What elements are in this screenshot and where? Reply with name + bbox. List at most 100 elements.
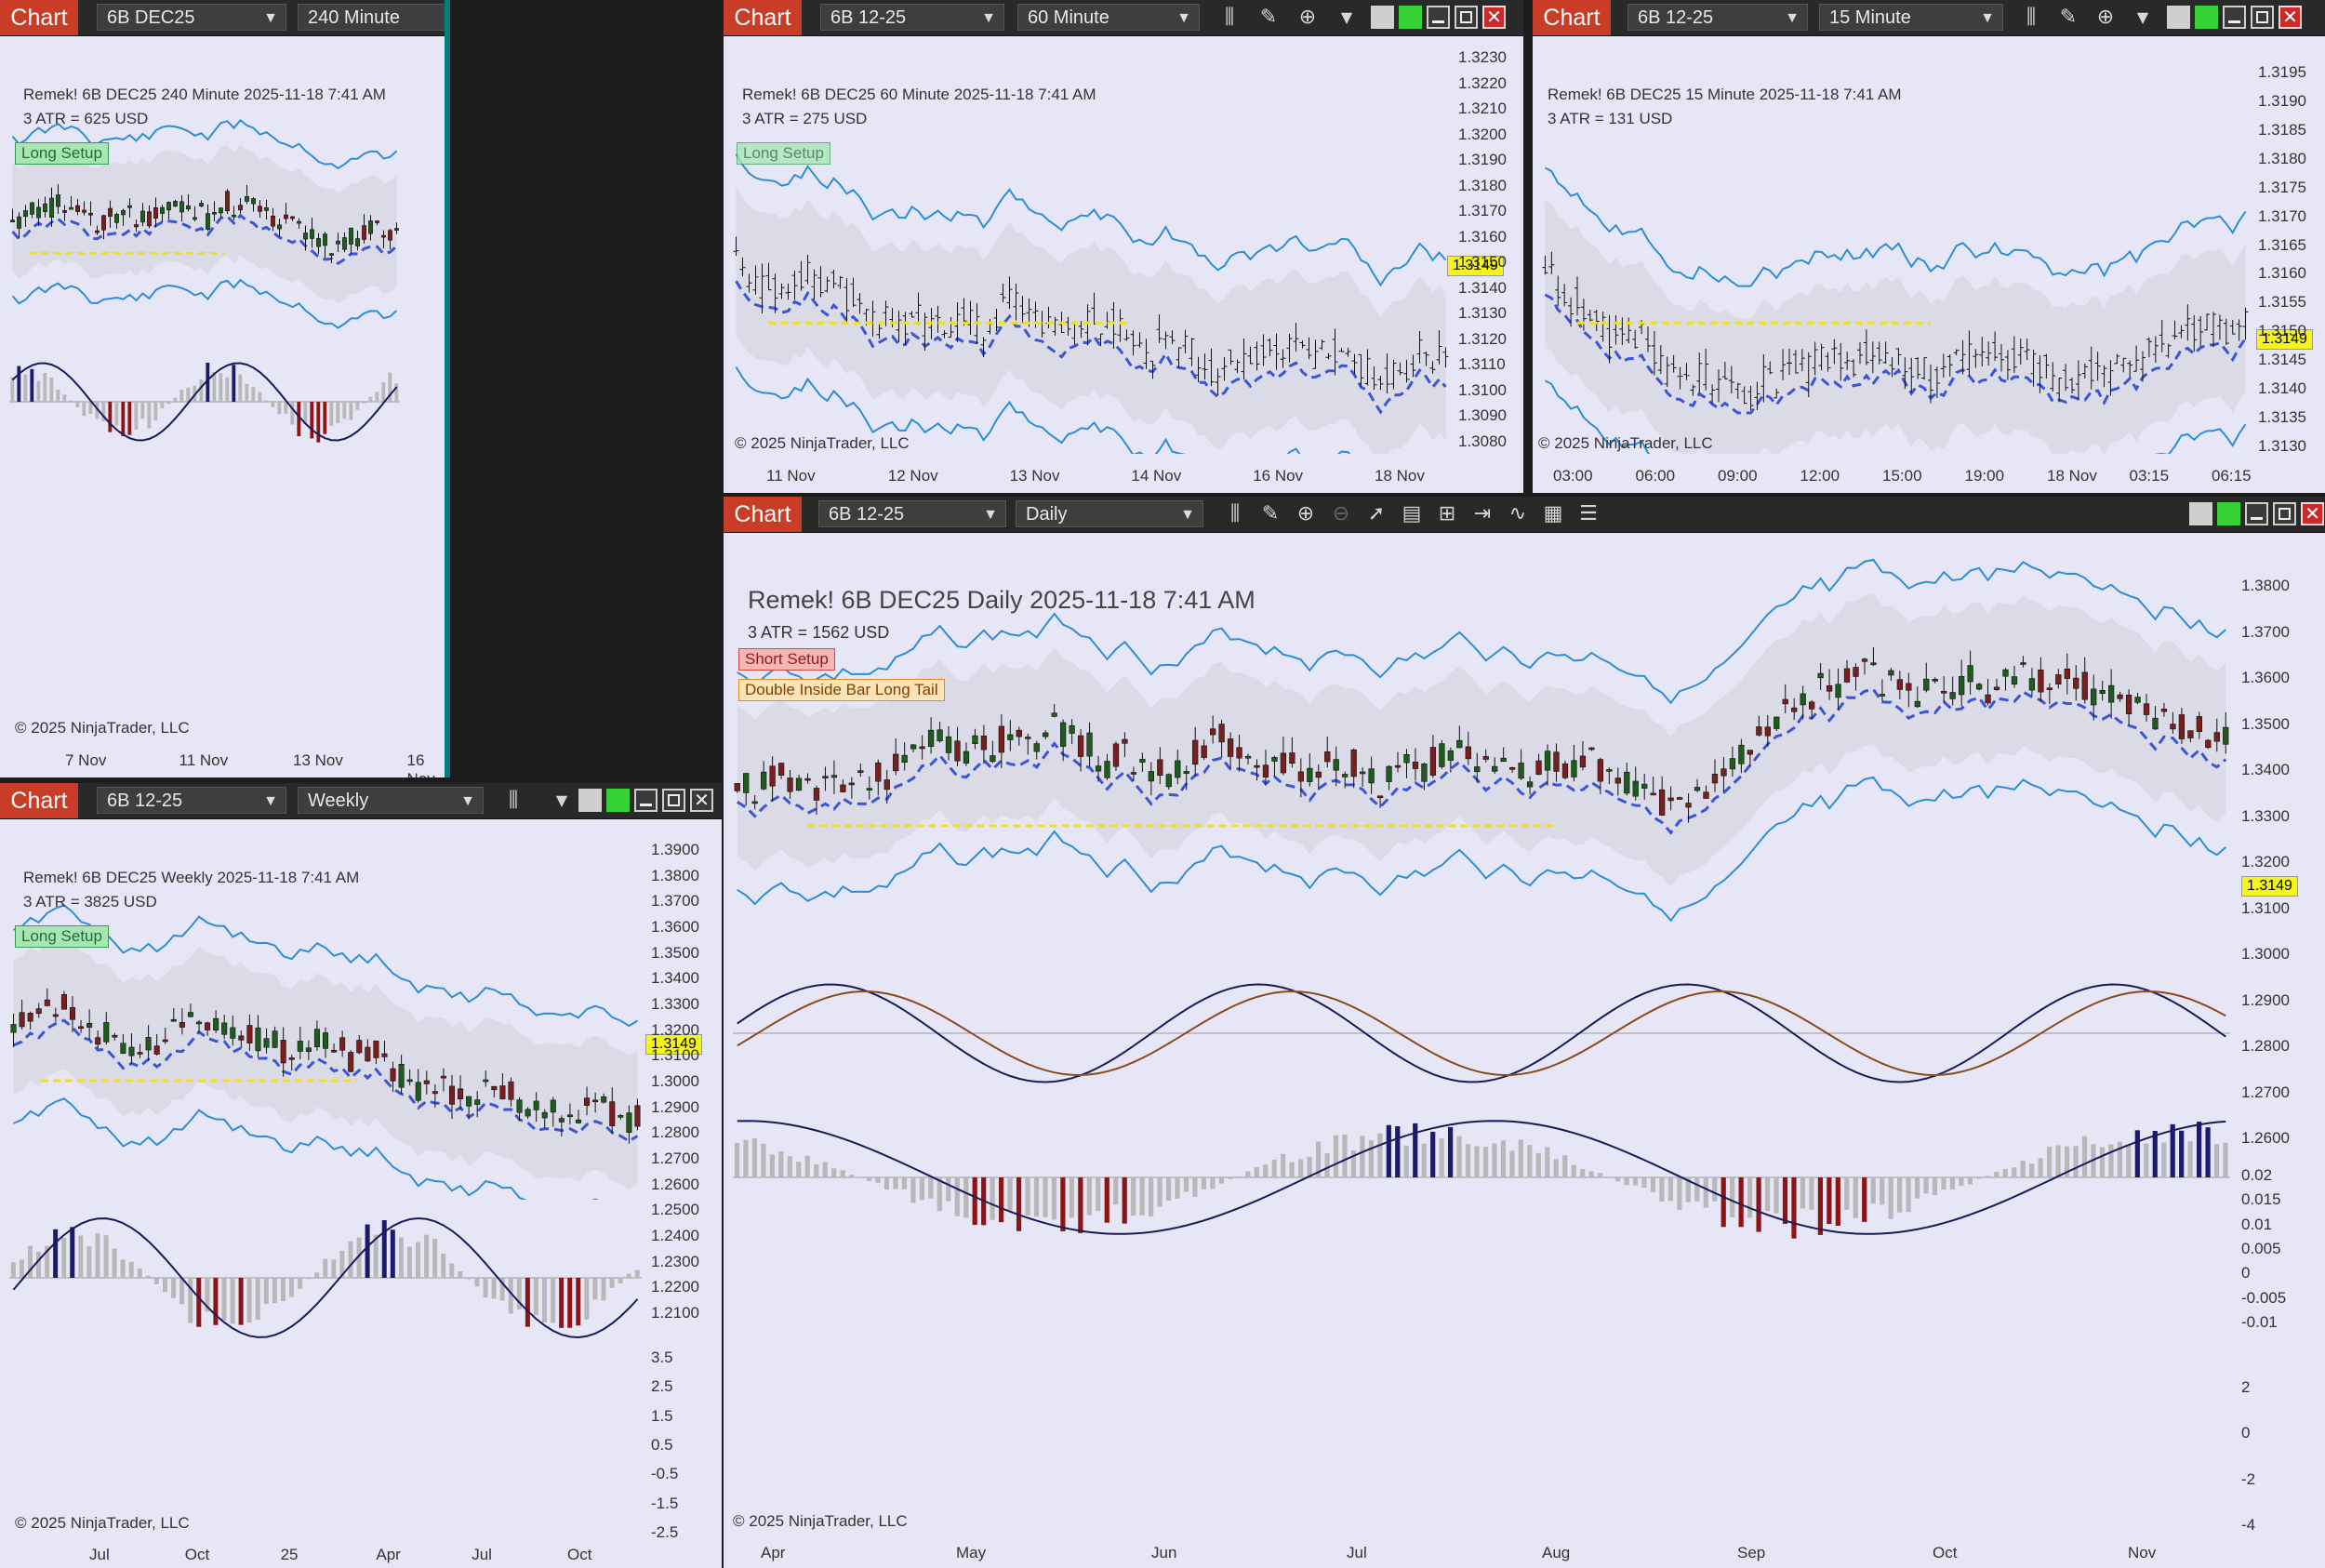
window-toggle-gray[interactable] [578,789,602,812]
candle-body [127,205,132,208]
price-panel[interactable] [733,541,2230,960]
histogram-bar [1448,1126,1454,1177]
close-icon[interactable]: ✕ [1482,6,1506,29]
histogram-bar [1157,1177,1162,1207]
chart-window-60min[interactable]: Chart 6B 12-25 ▼ 60 Minute ▼ ⫼ ✎ ⊕ ▼ ✕ Rem… [724,0,1523,493]
histogram-bar [1641,1177,1647,1189]
bar-style-icon[interactable]: ⫼ [508,789,519,812]
instrument-selector[interactable]: 6B 12-25 ▼ [818,500,1006,527]
chart-trader-icon[interactable]: ⊞ [1438,502,1456,525]
drawing-tool-icon[interactable]: ✎ [1261,502,1280,525]
minimize-icon[interactable] [1427,6,1450,29]
properties-icon[interactable]: ☰ [1579,502,1598,525]
upper-band [13,904,638,1028]
candle-body [2187,730,2194,738]
oscillator-panel-2[interactable] [733,1107,2230,1283]
histogram-bar [205,1278,210,1312]
candle-body [339,1037,346,1051]
window-toggle-gray[interactable] [2167,6,2190,29]
instrument-selector[interactable]: 6B 12-25 ▼ [97,787,286,814]
period-selector[interactable]: Daily ▼ [1016,500,1203,527]
instrument-selector[interactable]: 6B DEC25 ▼ [97,4,286,31]
period-selector[interactable]: 60 Minute ▼ [1017,4,1200,31]
histogram-bar [196,1278,202,1327]
oscillator-panel[interactable] [9,1203,642,1389]
period-selector[interactable]: Weekly ▼ [298,787,484,814]
close-icon[interactable]: ✕ [2301,502,2324,525]
candle-body [857,770,864,773]
maximize-icon[interactable] [662,789,685,812]
period-selector[interactable]: 240 Minute▼ [298,4,445,31]
drawing-tool-icon[interactable]: ✎ [1259,6,1278,29]
indicators-icon[interactable]: ▦ [1543,502,1563,525]
candle-body [297,220,301,224]
chart-window-daily[interactable]: Chart 6B 12-25 ▼ Daily ▼ ⫼ ✎ ⊕ ⊖ ➚ ▤ ⊞ ⇥ ∿… [724,497,2325,1568]
chart-window-240min[interactable]: Chart 6B DEC25▼ 240 Minute▼ ▼ ✕ Remek! 6… [0,0,445,777]
oscillator-panel-1[interactable] [733,963,2230,1103]
bar-style-icon[interactable]: ⫼ [2026,6,2037,29]
histogram-bar [186,387,191,402]
close-icon[interactable]: ✕ [690,789,713,812]
minimize-icon[interactable] [634,789,658,812]
window-toggle-gray[interactable] [1371,6,1394,29]
volatility-cloud [737,592,2226,887]
oscillator-panel[interactable] [9,353,400,474]
histogram-bar [592,1278,598,1300]
instrument-selector[interactable]: 6B 12-25 ▼ [820,4,1004,31]
zoom-in-icon[interactable]: ⊕ [1298,6,1317,29]
histogram-bar [2223,1142,2228,1177]
window-link-green[interactable] [606,789,630,812]
maximize-icon[interactable] [1455,6,1478,29]
histogram-bar [368,396,373,402]
maximize-icon[interactable] [2251,6,2274,29]
histogram-bar [787,1156,792,1177]
price-panel[interactable] [9,45,400,352]
histogram-bar [1324,1152,1330,1177]
candle-body [866,788,872,791]
data-box-icon[interactable]: ▤ [1402,502,1422,525]
instrument-selector[interactable]: 6B 12-25 ▼ [1628,4,1808,31]
candle-body [145,1037,152,1051]
window-link-green[interactable] [1399,6,1422,29]
axis-tick-label: 1.3300 [2241,806,2290,825]
period-value: Weekly [308,791,369,811]
pointer-icon[interactable]: ➚ [1367,502,1386,525]
lower-band [11,278,398,329]
minimize-icon[interactable] [2223,6,2246,29]
candle-body [2152,717,2159,730]
dropdown-arrow-icon[interactable]: ▼ [555,791,568,809]
close-icon[interactable]: ✕ [2278,6,2302,29]
candle-body [1350,749,1357,777]
histogram-bar [483,1278,488,1298]
histogram-bar [1439,1138,1444,1177]
window-link-green[interactable] [2195,6,2218,29]
bar-style-icon[interactable]: ⫼ [1229,502,1241,525]
window-toggle-gray[interactable] [2189,502,2212,525]
dropdown-arrow-icon[interactable]: ▼ [2136,8,2149,26]
strategies-icon[interactable]: ∿ [1508,502,1527,525]
minimize-icon[interactable] [2245,502,2268,525]
bar-style-icon[interactable]: ⫼ [1224,6,1235,29]
chart-window-weekly[interactable]: Chart 6B 12-25 ▼ Weekly ▼ ⫼ ▼ ✕ Remek! 6B … [0,783,722,1568]
window-link-green[interactable] [2217,502,2240,525]
period-selector[interactable]: 15 Minute ▼ [1819,4,2003,31]
axis-tick-label: 0.005 [2241,1240,2281,1257]
scroll-end-icon[interactable]: ⇥ [1473,502,1492,525]
price-panel[interactable] [733,45,1449,493]
price-panel[interactable] [1542,45,2249,493]
candle-body [848,782,855,786]
candle-body [128,1046,135,1056]
drawing-tool-icon[interactable]: ✎ [2059,6,2078,29]
candle-body [1914,700,1920,708]
histogram-bar [508,1278,513,1314]
zoom-in-icon[interactable]: ⊕ [2096,6,2115,29]
dropdown-arrow-icon[interactable]: ▼ [1340,8,1353,26]
axis-tick-label: -0.01 [2241,1313,2278,1331]
chart-window-15min[interactable]: Chart 6B 12-25 ▼ 15 Minute ▼ ⫼ ✎ ⊕ ▼ ✕ Rem… [1533,0,2325,493]
zoom-out-icon[interactable]: ⊖ [1332,502,1350,525]
maximize-icon[interactable] [2273,502,2296,525]
zoom-in-icon[interactable]: ⊕ [1296,502,1315,525]
histogram-bar [533,1278,538,1316]
histogram-bar [893,1177,898,1189]
candle-body [375,220,379,223]
